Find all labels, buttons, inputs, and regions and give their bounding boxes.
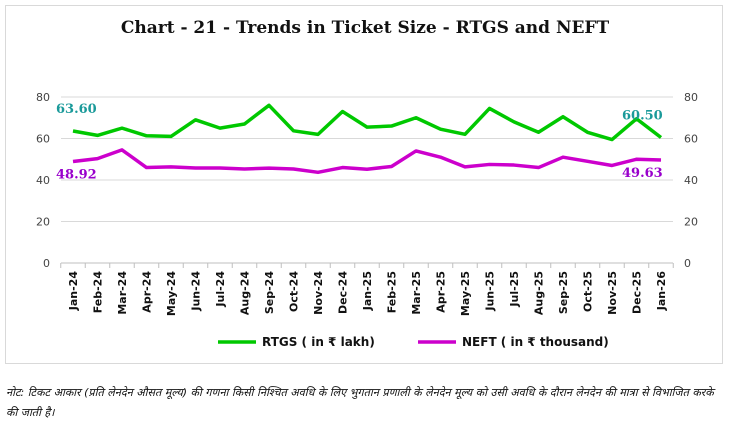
- x-tick-label: Apr-24: [141, 271, 154, 313]
- x-tick-label: Jun-24: [190, 271, 203, 312]
- y2-tick-label: 0: [684, 257, 691, 270]
- y2-tick-label: 40: [684, 174, 698, 187]
- x-tick-label: Feb-25: [386, 271, 399, 313]
- end-data-label: 60.50: [622, 108, 663, 123]
- x-tick-label: Apr-25: [435, 271, 448, 313]
- x-tick-label: Oct-25: [582, 271, 595, 312]
- chart-frame: [5, 5, 723, 364]
- chart-title: Chart - 21 - Trends in Ticket Size - RTG…: [120, 18, 610, 38]
- x-tick-label: Aug-25: [533, 271, 546, 315]
- end-data-label: 49.63: [622, 166, 663, 181]
- y-tick-label: 80: [36, 91, 50, 104]
- y-tick-label: 60: [36, 133, 50, 146]
- start-data-label: 48.92: [56, 167, 97, 182]
- x-tick-label: May-24: [165, 271, 178, 316]
- x-tick-label: Jul-24: [214, 271, 227, 308]
- x-tick-label: Sep-25: [557, 271, 570, 314]
- series-line-neft: [72, 148, 662, 175]
- x-tick-label: Aug-24: [239, 271, 252, 315]
- y-tick-label: 20: [36, 216, 50, 229]
- x-tick-label: Mar-24: [116, 271, 129, 315]
- x-tick-label: Jan-26: [655, 271, 668, 312]
- y2-tick-label: 80: [684, 91, 698, 104]
- line-chart: 0 0 20 20 40 40 60 60 80 80 Jan-24 Feb-24 Mar-24 Apr-…: [36, 91, 698, 349]
- x-tick-label: Jan-24: [67, 271, 80, 312]
- x-tick-label: Sep-24: [263, 271, 276, 314]
- x-tick-label: May-25: [459, 271, 472, 316]
- chart-note: नोट: टिकट आकार (प्रति लेनदेन औसत मूल्य) …: [6, 386, 714, 419]
- x-tick-label: Jun-25: [484, 271, 497, 312]
- x-tick-label: Dec-24: [337, 271, 350, 314]
- x-tick-label: Nov-24: [312, 271, 325, 315]
- series-line-rtgs: [72, 103, 663, 142]
- y-tick-label: 0: [43, 257, 50, 270]
- y2-tick-label: 60: [684, 133, 698, 146]
- start-data-label: 63.60: [56, 102, 97, 117]
- legend-label: NEFT ( in ₹ thousand): [462, 335, 609, 349]
- x-tick-label: Dec-25: [631, 271, 644, 314]
- x-tick-label: Feb-24: [92, 271, 105, 314]
- x-tick-label: Nov-25: [606, 271, 619, 315]
- x-tick-label: Oct-24: [288, 271, 301, 312]
- y-tick-label: 40: [36, 174, 50, 187]
- y2-tick-label: 20: [684, 216, 698, 229]
- x-tick-label: Jan-25: [361, 271, 374, 311]
- x-tick-label: Mar-25: [410, 271, 423, 315]
- legend-label: RTGS ( in ₹ lakh): [262, 335, 375, 349]
- x-tick-label: Jul-25: [508, 271, 521, 308]
